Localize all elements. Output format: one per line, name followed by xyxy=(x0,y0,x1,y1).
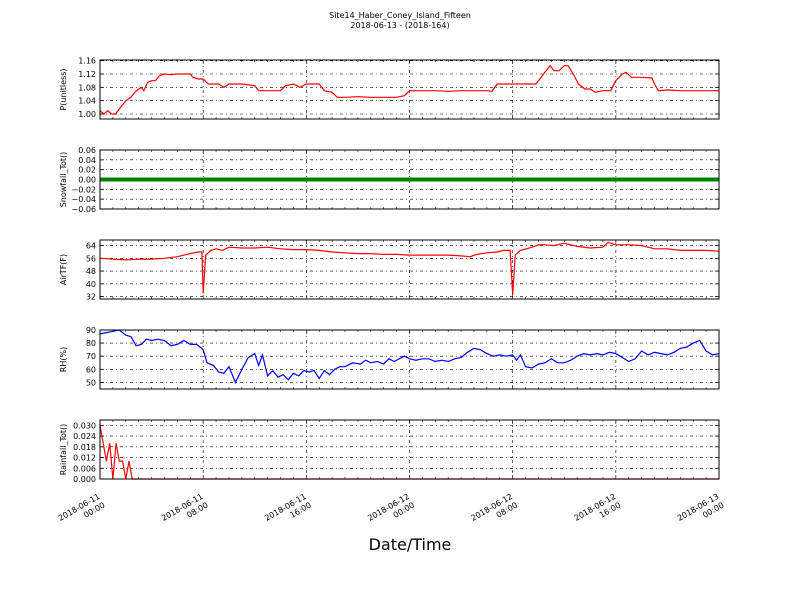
y-tick-label: 0.06 xyxy=(78,146,96,155)
series-line xyxy=(99,241,720,296)
y-tick-label: 1.08 xyxy=(78,83,96,92)
y-tick-label: −0.04 xyxy=(71,195,96,204)
panel-2: −0.06−0.04−0.020.000.020.040.06 Snowfall_… xyxy=(59,146,720,214)
y-tick-label: 64 xyxy=(86,242,96,251)
y-axis-label: P(unitless) xyxy=(59,68,68,110)
panel-4: 50 60 70 80 90 RH(%) xyxy=(59,326,720,390)
y-tick-label: 1.04 xyxy=(78,97,96,106)
y-tick-label: 0.024 xyxy=(73,432,96,441)
series-line xyxy=(99,64,719,115)
y-tick-label: −0.06 xyxy=(71,205,96,214)
panel-frame xyxy=(99,329,720,390)
y-tick-label: 0.030 xyxy=(73,421,96,430)
y-tick-label: 1.16 xyxy=(78,57,96,66)
y-tick-label: 60 xyxy=(86,365,96,374)
chart-panels: 1.001.041.081.121.16P(unitless)−0.06−0.0… xyxy=(59,57,720,484)
y-tick-label: 0.006 xyxy=(73,464,96,473)
panel-frame xyxy=(99,59,720,120)
y-tick-label: 56 xyxy=(86,254,96,263)
y-axis-label: Snowfall_Tot() xyxy=(59,152,68,208)
panel-3: 32 40 48 56 64 AirTF(F) xyxy=(59,239,720,302)
y-tick-label: 40 xyxy=(86,280,96,289)
series-line xyxy=(99,329,720,384)
y-tick-label: 1.12 xyxy=(78,70,96,79)
y-axis-label: AirTF(F) xyxy=(59,254,68,285)
panel-frame xyxy=(99,419,720,480)
y-tick-label: 80 xyxy=(86,339,96,348)
chart-title-line1: Site14_Haber_Coney_Island_Fifteen xyxy=(329,11,471,20)
panel-frame xyxy=(99,239,720,300)
y-axis-label: Rainfall_Tot() xyxy=(59,424,68,476)
y-tick-label: 0.02 xyxy=(78,166,96,175)
y-tick-label: 0.012 xyxy=(73,454,96,463)
y-tick-label: 0.018 xyxy=(73,443,96,452)
y-tick-label: 70 xyxy=(86,352,96,361)
y-tick-label: 0.000 xyxy=(73,475,96,484)
y-tick-label: 50 xyxy=(86,378,96,387)
x-axis-label: Date/Time xyxy=(369,535,452,554)
y-tick-label: 0.04 xyxy=(78,156,96,165)
y-tick-label: 90 xyxy=(86,326,96,335)
y-tick-label: −0.02 xyxy=(71,185,96,194)
panel-frame xyxy=(99,149,720,210)
panel-1: 1.00 1.04 1.08 1.12 1.16 P(unitless) xyxy=(59,57,720,120)
y-tick-label: 48 xyxy=(86,267,96,276)
y-tick-label: 0.00 xyxy=(78,176,96,185)
y-tick-label: 32 xyxy=(86,293,96,302)
y-axis-label: RH(%) xyxy=(59,347,68,372)
chart-title-line2: 2018-06-13 - (2018-164) xyxy=(350,21,449,30)
y-tick-label: 1.00 xyxy=(78,110,96,119)
